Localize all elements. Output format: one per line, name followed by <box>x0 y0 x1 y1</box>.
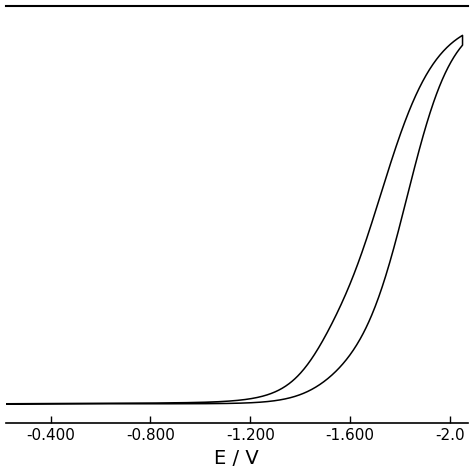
X-axis label: E / V: E / V <box>214 449 259 468</box>
